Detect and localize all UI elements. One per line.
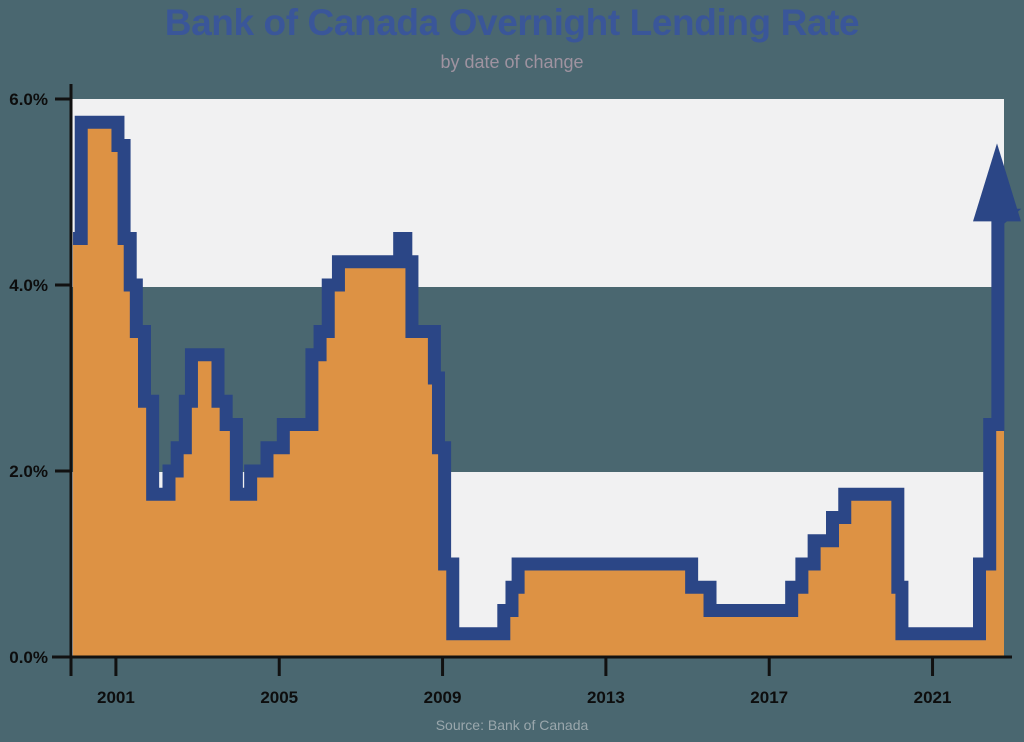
series-overnight-rate (73, 115, 1022, 657)
x-tick-label: 2013 (587, 688, 625, 707)
chart-title: Bank of Canada Overnight Lending Rate (164, 2, 860, 43)
x-tick-label: 2017 (750, 688, 788, 707)
y-tick-label: 4.0% (9, 276, 48, 295)
y-axis-ticks: 0.0% 2.0% 4.0% 6.0% (9, 90, 71, 667)
axes (52, 84, 1012, 676)
x-tick-label: 2001 (97, 688, 135, 707)
y-tick-label: 2.0% (9, 462, 48, 481)
x-tick-label: 2005 (260, 688, 298, 707)
x-tick-label: 2021 (914, 688, 952, 707)
y-tick-label: 0.0% (9, 648, 48, 667)
chart-subtitle: by date of change (440, 52, 584, 72)
x-tick-label: 2009 (424, 688, 462, 707)
source-note: Source: Bank of Canada (435, 717, 589, 733)
x-axis-ticks: 2001 2005 2009 2013 2017 2021 (97, 657, 951, 707)
y-tick-label: 6.0% (9, 90, 48, 109)
